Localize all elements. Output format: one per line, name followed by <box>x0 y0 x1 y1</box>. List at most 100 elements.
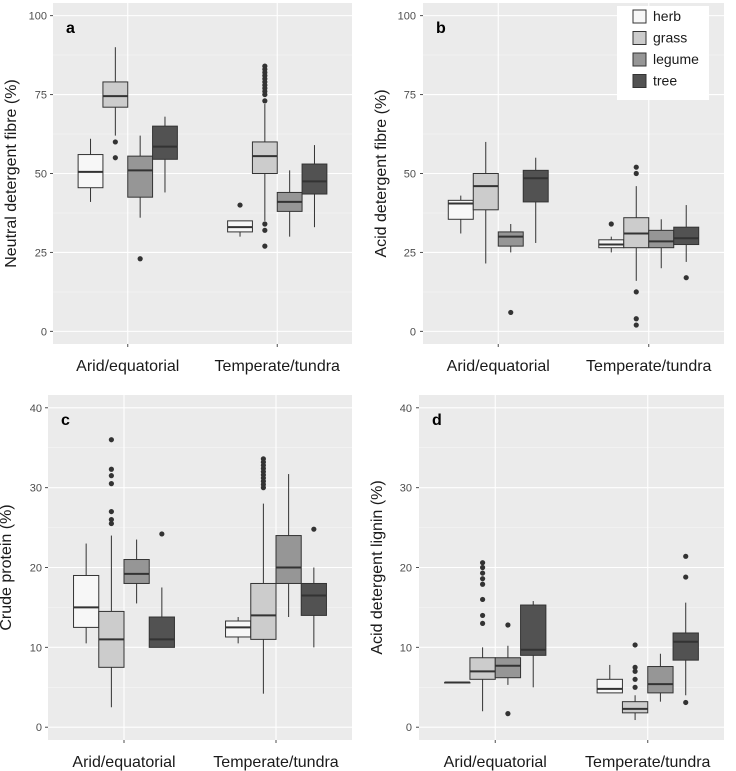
box-iqr <box>148 616 175 648</box>
outlier-point <box>633 322 639 328</box>
outlier-point <box>632 668 638 674</box>
outlier-point <box>683 574 689 580</box>
box-iqr <box>494 657 522 679</box>
y-tick-label: 100 <box>398 11 416 23</box>
outlier-point <box>683 553 689 559</box>
outlier-point <box>262 98 268 104</box>
panel-letter: d <box>432 412 442 429</box>
y-tick-label: 0 <box>406 722 412 734</box>
outlier-point <box>633 289 639 295</box>
y-tick-label: 10 <box>400 642 412 654</box>
box-iqr <box>522 169 549 203</box>
box-tree-0 <box>148 531 175 648</box>
y-tick-label: 0 <box>36 722 42 734</box>
box-iqr <box>472 173 499 211</box>
outlier-point <box>479 560 486 566</box>
y-tick-label: 20 <box>30 563 42 575</box>
y-tick-label: 30 <box>30 483 42 495</box>
y-axis-label: Crude protein (%) <box>0 504 15 630</box>
box-legume-0 <box>127 135 154 262</box>
outlier-point <box>632 642 638 648</box>
outlier-point <box>633 316 639 322</box>
outlier-point <box>479 612 486 619</box>
box-grass-0 <box>98 437 125 708</box>
y-tick-label: 40 <box>400 403 412 415</box>
box-legume-1 <box>647 653 674 702</box>
outlier-point <box>632 684 638 690</box>
outlier-point <box>237 202 243 208</box>
y-tick-label: 50 <box>404 169 416 181</box>
outlier-point <box>159 531 165 537</box>
outlier-point <box>479 564 486 571</box>
box-legume-1 <box>276 170 303 237</box>
box-grass-0 <box>102 47 129 161</box>
outlier-point <box>683 275 689 281</box>
x-category-label: Temperate/tundra <box>213 754 339 771</box>
outlier-point <box>262 243 268 249</box>
box-tree-1 <box>672 553 699 706</box>
x-category-label: Arid/equatorial <box>447 358 550 375</box>
outlier-point <box>112 155 118 161</box>
box-iqr <box>520 604 547 656</box>
box-grass-0 <box>472 141 499 264</box>
panel-letter: b <box>436 20 446 37</box>
outlier-point <box>260 485 266 491</box>
legend-background <box>617 6 709 100</box>
panel-letter: a <box>66 20 75 37</box>
outlier-point <box>108 473 114 479</box>
box-iqr <box>648 229 675 249</box>
outlier-point <box>479 570 486 576</box>
box-grass-1 <box>250 456 277 694</box>
box-iqr <box>673 226 700 246</box>
box-iqr <box>300 582 327 616</box>
outlier-point <box>108 437 114 443</box>
box-herb-1 <box>596 664 623 694</box>
outlier-point <box>112 139 118 145</box>
outlier-point <box>479 596 486 603</box>
y-tick-label: 25 <box>404 247 416 259</box>
legend-label-tree: tree <box>653 73 677 89</box>
x-category-label: Temperate/tundra <box>215 358 341 375</box>
legend-key-legume <box>632 52 647 67</box>
box-tree-0 <box>520 601 547 688</box>
x-category-label: Temperate/tundra <box>586 358 712 375</box>
legend-key-herb <box>632 9 647 24</box>
y-tick-label: 30 <box>400 483 412 495</box>
box-iqr <box>73 574 100 628</box>
box-iqr <box>301 163 328 195</box>
box-iqr <box>225 620 252 638</box>
outlier-point <box>479 576 486 582</box>
panel-c: 0 10 20 30 40 Arid/equatorial Temperate/tundra… <box>0 395 352 771</box>
y-axis-label: Acid detergent lignin (%) <box>369 480 386 654</box>
x-category-label: Arid/equatorial <box>76 358 179 375</box>
outlier-point <box>262 91 268 98</box>
outlier-point <box>479 620 486 627</box>
y-axis-label: Neutral detergent fibre (%) <box>3 79 20 268</box>
panel-a: 0 25 50 75 100 Arid/equatorial Temperate/tundr… <box>3 3 352 375</box>
box-iqr <box>647 666 674 694</box>
box-grass-1 <box>623 164 650 328</box>
box-iqr <box>621 701 649 714</box>
y-tick-label: 75 <box>35 90 47 102</box>
legend-label-legume: legume <box>653 51 699 67</box>
box-iqr <box>123 559 150 584</box>
y-tick-label: 50 <box>35 169 47 181</box>
y-tick-label: 75 <box>404 90 416 102</box>
box-iqr <box>102 81 129 108</box>
legend-label-herb: herb <box>653 8 681 24</box>
outlier-point <box>108 481 114 487</box>
box-iqr <box>152 125 178 160</box>
x-category-label: Temperate/tundra <box>585 754 711 771</box>
box-legume-0 <box>123 539 150 604</box>
outlier-point <box>108 466 114 472</box>
box-herb-0 <box>77 138 104 202</box>
outlier-point <box>262 227 268 233</box>
outlier-point <box>505 711 511 717</box>
y-tick-label: 0 <box>41 326 47 338</box>
y-tick-label: 20 <box>400 563 412 575</box>
box-tree-0 <box>522 157 549 243</box>
y-tick-label: 10 <box>30 642 42 654</box>
box-tree-1 <box>301 145 328 228</box>
box-iqr <box>275 535 302 584</box>
